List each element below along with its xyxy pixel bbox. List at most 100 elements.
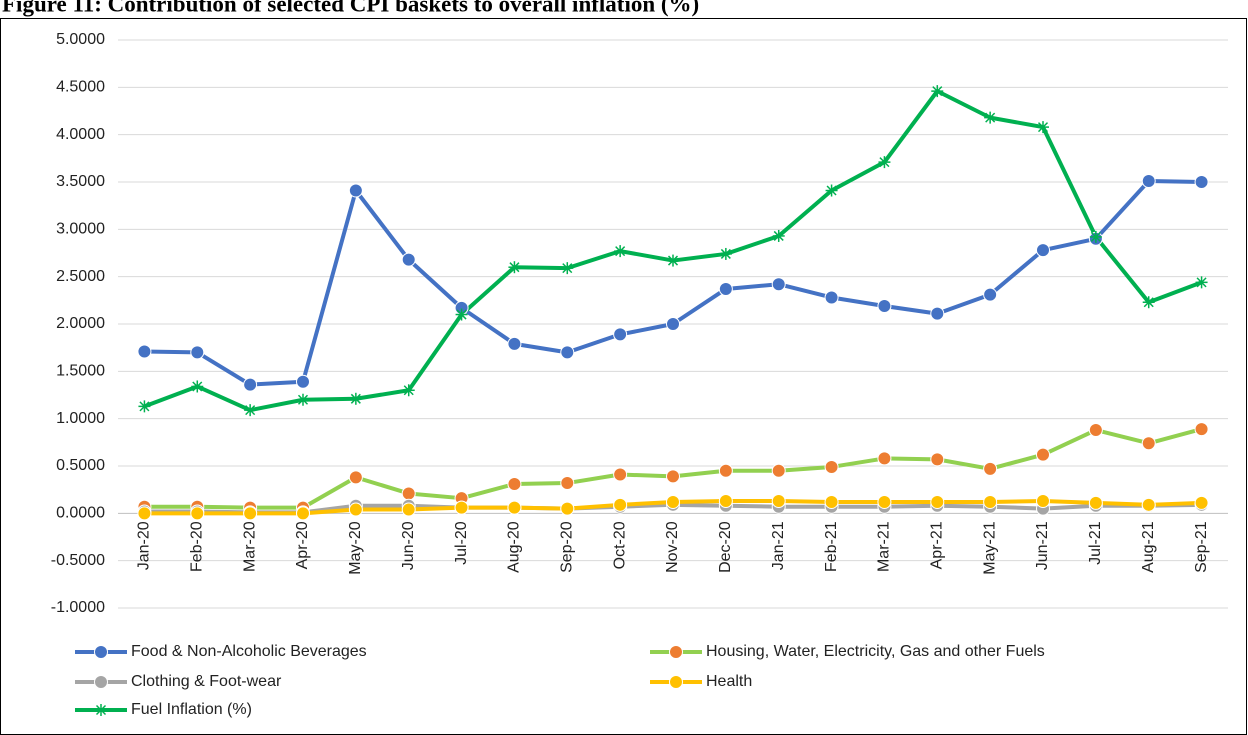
marker <box>560 345 575 360</box>
x-tick-label: May-20 <box>347 521 364 574</box>
y-tick-label: 2.0000 <box>56 315 105 332</box>
marker <box>1088 495 1103 510</box>
marker <box>349 392 362 405</box>
marker <box>983 461 998 476</box>
marker <box>454 500 469 515</box>
x-tick-label: Apr-20 <box>294 521 311 569</box>
x-tick-label: Dec-20 <box>717 521 734 573</box>
x-tick-label: Aug-21 <box>1140 521 1157 573</box>
marker <box>824 290 839 305</box>
x-tick-label: Sep-20 <box>559 521 576 573</box>
marker <box>243 377 258 392</box>
marker <box>348 183 363 198</box>
marker <box>1142 296 1155 309</box>
legend-item: Housing, Water, Electricity, Gas and oth… <box>650 643 1045 660</box>
marker <box>1036 447 1050 462</box>
marker <box>95 704 107 716</box>
legend-item: Health <box>650 673 752 690</box>
marker <box>983 287 998 302</box>
marker <box>401 486 416 501</box>
x-tick-label: Jun-20 <box>400 521 417 570</box>
marker <box>824 494 839 509</box>
marker <box>772 229 785 242</box>
marker <box>771 463 786 478</box>
marker <box>507 476 522 491</box>
marker <box>825 184 838 197</box>
x-tick-label: Oct-20 <box>611 521 628 569</box>
marker <box>824 459 839 474</box>
marker <box>348 502 363 517</box>
marker <box>1036 243 1050 258</box>
marker <box>931 85 944 98</box>
marker <box>613 327 628 342</box>
marker <box>613 497 628 512</box>
legend-label: Fuel Inflation (%) <box>131 701 252 718</box>
y-tick-label: 4.5000 <box>56 79 105 96</box>
legend-label: Food & Non-Alcoholic Beverages <box>131 643 367 660</box>
x-tick-label: Sep-21 <box>1193 521 1210 573</box>
marker <box>666 469 680 484</box>
marker <box>190 506 205 521</box>
y-tick-label: 3.5000 <box>56 173 105 190</box>
marker <box>1141 174 1156 189</box>
marker <box>190 345 205 360</box>
marker <box>560 476 575 491</box>
marker <box>718 463 733 478</box>
marker <box>877 451 892 466</box>
marker <box>561 262 574 275</box>
x-tick-label: Jul-20 <box>453 521 470 565</box>
marker <box>348 470 363 485</box>
y-tick-label: 3.0000 <box>56 221 105 238</box>
marker <box>508 261 521 274</box>
marker <box>930 452 945 467</box>
marker <box>560 501 575 516</box>
marker <box>1141 497 1156 512</box>
marker <box>718 281 733 296</box>
x-tick-label: Feb-21 <box>823 521 840 572</box>
x-tick-label: Mar-21 <box>876 521 893 572</box>
marker <box>1194 495 1209 510</box>
legend-item: Clothing & Foot-wear <box>75 673 282 690</box>
x-tick-label: Aug-20 <box>506 521 523 573</box>
marker <box>719 247 732 260</box>
marker <box>666 494 680 509</box>
legend-label: Housing, Water, Electricity, Gas and oth… <box>706 643 1045 660</box>
marker <box>296 374 310 389</box>
legend-label: Health <box>706 673 752 690</box>
marker <box>930 306 945 321</box>
marker <box>297 393 309 406</box>
marker <box>138 400 151 413</box>
marker <box>137 344 152 359</box>
y-tick-label: 0.5000 <box>56 457 105 474</box>
y-tick-label: 4.0000 <box>56 126 105 143</box>
y-tick-label: -0.5000 <box>51 552 105 569</box>
y-tick-label: -1.0000 <box>51 599 105 616</box>
marker <box>669 645 683 659</box>
marker <box>930 494 945 509</box>
marker <box>191 380 204 393</box>
x-tick-label: May-21 <box>981 521 998 574</box>
y-tick-label: 1.5000 <box>56 363 105 380</box>
marker <box>1194 175 1209 189</box>
x-tick-label: Jan-20 <box>136 521 153 570</box>
y-tick-label: 1.0000 <box>56 410 105 427</box>
x-tick-label: Jul-21 <box>1087 521 1104 565</box>
marker <box>94 675 108 689</box>
legend-label: Clothing & Foot-wear <box>131 673 282 690</box>
marker <box>94 645 108 659</box>
marker <box>243 506 258 521</box>
marker <box>1089 230 1102 243</box>
marker <box>137 506 152 521</box>
marker <box>718 494 733 509</box>
marker <box>1036 494 1050 509</box>
marker <box>507 336 522 351</box>
marker <box>877 299 892 314</box>
x-tick-label: Nov-20 <box>664 521 681 573</box>
y-tick-label: 5.0000 <box>56 31 105 48</box>
marker <box>401 252 416 267</box>
marker <box>402 384 415 397</box>
marker <box>401 502 416 517</box>
marker <box>507 500 522 515</box>
